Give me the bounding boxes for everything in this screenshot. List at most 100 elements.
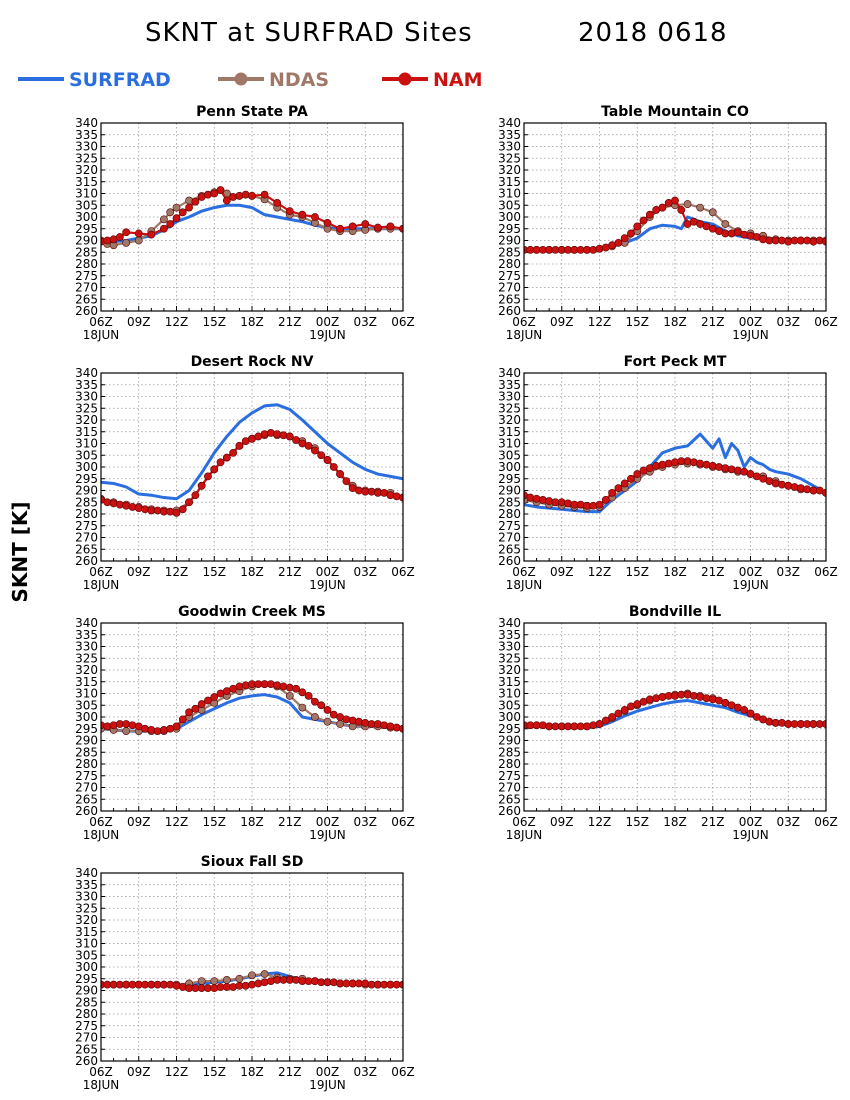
x-date-label: 18JUN [506, 828, 543, 842]
x-tick-label: 15Z [626, 315, 650, 329]
point-nam [664, 459, 673, 468]
point-nam [204, 696, 212, 705]
grid [101, 873, 403, 1061]
y-tick-label: 335 [75, 378, 98, 392]
x-tick-label: 21Z [701, 815, 725, 829]
x-date-label: 18JUN [83, 828, 120, 842]
point-nam [185, 498, 193, 507]
y-tick-label: 260 [498, 304, 521, 318]
x-tick-label: 09Z [127, 1065, 151, 1079]
point-nam [147, 230, 156, 239]
y-tick-label: 330 [75, 890, 98, 904]
y-tick-label: 330 [75, 640, 98, 654]
y-tick-label: 285 [75, 245, 98, 259]
panel-title: Penn State PA [196, 104, 308, 120]
panel-title: Bondville IL [629, 604, 721, 620]
point-nam [392, 723, 401, 732]
point-nam [620, 479, 629, 488]
point-nam [172, 508, 181, 517]
x-tick-label: 15Z [203, 315, 227, 329]
y-tick-label: 330 [498, 640, 521, 654]
point-nam [361, 718, 370, 727]
panel-bondville-il: Bondville IL2602652702752802852902953003… [498, 604, 838, 842]
y-tick-label: 285 [75, 745, 98, 759]
y-tick-label: 325 [498, 401, 521, 415]
point-nam [103, 236, 112, 245]
point-nam [614, 709, 623, 718]
point-nam [229, 193, 238, 201]
y-tick-label: 270 [75, 281, 98, 295]
point-nam [166, 980, 175, 989]
point-nam [235, 682, 244, 691]
x-date-label: 19JUN [309, 1078, 346, 1092]
y-tick-label: 310 [498, 437, 521, 451]
point-nam [311, 697, 319, 706]
legend-marker-nam [398, 72, 412, 86]
y-tick-label: 265 [498, 292, 521, 306]
x-tick-label: 09Z [550, 815, 574, 829]
point-nam [652, 461, 661, 470]
point-nam [708, 695, 717, 704]
point-ndas [721, 220, 730, 228]
point-nam [557, 498, 566, 507]
series-group [101, 403, 403, 517]
y-tick-label: 325 [75, 151, 98, 165]
x-tick-label: 03Z [354, 1065, 378, 1079]
point-nam [229, 983, 238, 991]
y-tick-label: 280 [498, 257, 521, 271]
point-nam [323, 456, 332, 464]
point-nam [166, 507, 175, 516]
y-tick-label: 340 [498, 116, 521, 130]
panel-title: Table Mountain CO [601, 104, 749, 120]
y-tick-label: 285 [498, 745, 521, 759]
point-nam [614, 238, 623, 247]
y-tick-label: 300 [75, 210, 98, 224]
point-nam [576, 500, 585, 509]
point-nam [348, 222, 357, 231]
point-nam [285, 207, 294, 216]
point-nam [589, 501, 598, 510]
x-tick-label: 00Z [739, 815, 763, 829]
x-tick-label: 21Z [701, 315, 725, 329]
panel-frame [100, 122, 404, 312]
point-nam [317, 701, 326, 710]
point-nam [746, 231, 755, 240]
x-tick-label: 06Z [391, 315, 415, 329]
point-nam [538, 495, 547, 504]
point-nam [178, 983, 187, 991]
x-tick-label: 21Z [278, 815, 302, 829]
point-nam [708, 461, 717, 470]
y-tick-label: 335 [75, 878, 98, 892]
y-tick-label: 310 [75, 437, 98, 451]
point-nam [784, 481, 793, 490]
x-tick-label: 00Z [316, 565, 340, 579]
point-ndas [122, 238, 131, 247]
y-tick-label: 275 [75, 769, 98, 783]
point-nam [386, 491, 395, 500]
point-nam [355, 486, 363, 495]
x-tick-label: 06Z [814, 565, 838, 579]
point-nam [373, 223, 382, 232]
point-ndas [235, 974, 244, 983]
point-nam [292, 436, 300, 444]
y-tick-label: 275 [498, 269, 521, 283]
point-ndas [285, 691, 294, 700]
y-tick-label: 260 [75, 804, 98, 818]
x-tick-label: 21Z [278, 315, 302, 329]
y-tick-label: 305 [498, 198, 521, 212]
point-nam [216, 186, 225, 194]
x-tick-label: 12Z [165, 1065, 189, 1079]
y-tick-label: 280 [75, 257, 98, 271]
point-nam [172, 722, 181, 731]
point-nam [134, 504, 143, 513]
x-tick-label: 00Z [739, 565, 763, 579]
y-tick-label: 280 [75, 507, 98, 521]
y-tick-label: 270 [498, 281, 521, 295]
y-tick-label: 295 [75, 472, 98, 486]
series-line-surfrad [524, 432, 826, 514]
chart-panels: Penn State PA260265270275280285290295300… [75, 104, 838, 1092]
point-nam [595, 720, 604, 728]
series-group [524, 432, 826, 514]
